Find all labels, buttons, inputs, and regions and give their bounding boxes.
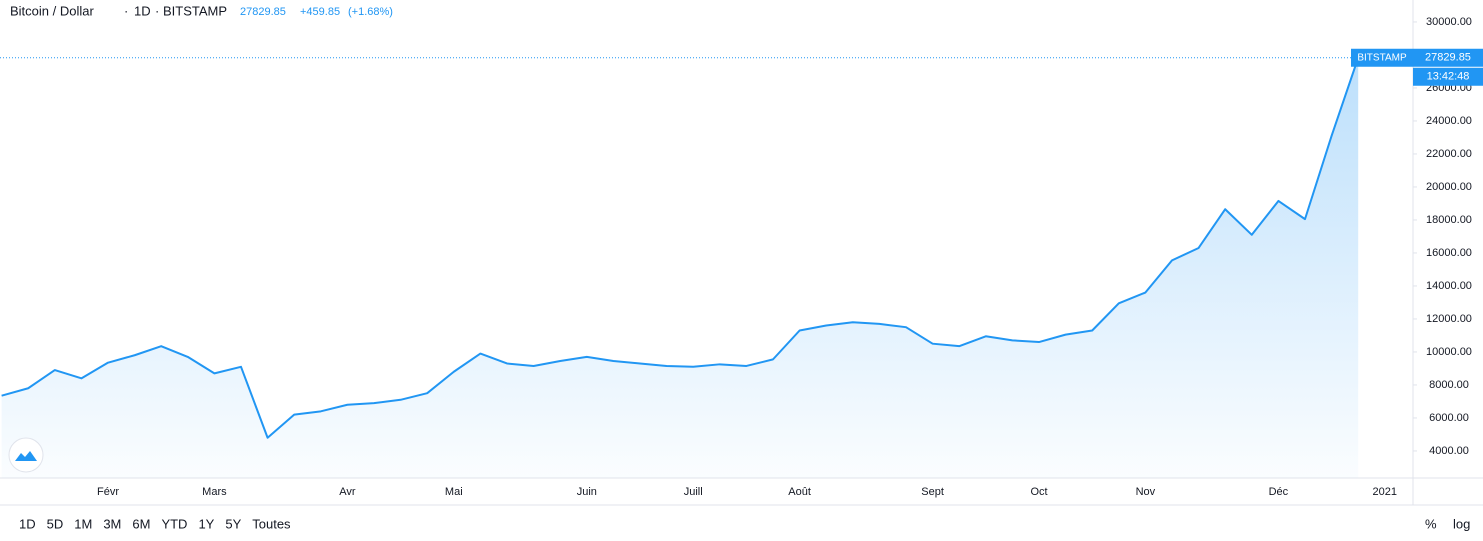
range-button[interactable]: 1Y [198, 516, 214, 531]
x-tick-label: Sept [921, 486, 944, 498]
x-tick-label: Août [788, 486, 811, 498]
x-tick-label: Mai [445, 486, 463, 498]
range-button[interactable]: 5D [47, 516, 64, 531]
range-button[interactable]: 5Y [225, 516, 241, 531]
x-tick-label: Févr [97, 486, 119, 498]
log-toggle[interactable]: log [1453, 516, 1470, 531]
price-tag-value: 27829.85 [1425, 52, 1471, 64]
y-tick-label: 10000.00 [1426, 346, 1472, 358]
plot-area [1, 57, 1360, 479]
x-tick-label: Juin [577, 486, 597, 498]
logo [8, 437, 44, 473]
last-price: 27829.85 [240, 6, 286, 18]
x-tick-label: Mars [202, 486, 227, 498]
symbol: Bitcoin / Dollar [10, 3, 94, 18]
x-tick-label: Déc [1269, 486, 1289, 498]
area [1, 57, 1359, 479]
y-tick-label: 18000.00 [1426, 214, 1472, 226]
range-button[interactable]: 1D [19, 516, 36, 531]
percent-toggle[interactable]: % [1425, 516, 1437, 531]
change: +459.85 [300, 6, 340, 18]
x-tick-label: Juill [684, 486, 703, 498]
y-tick-label: 30000.00 [1426, 16, 1472, 28]
range-button[interactable]: 3M [103, 516, 121, 531]
price-tag [1413, 48, 1483, 67]
x-tick-label: 2021 [1373, 486, 1397, 498]
y-tick-label: 4000.00 [1429, 445, 1469, 457]
price-tag [1351, 48, 1413, 67]
separator: · [155, 3, 159, 18]
x-tick-label: Oct [1030, 486, 1047, 498]
time-tag [1413, 67, 1483, 86]
toolbar: 1D 5D 1M 3M 6M YTD 1Y 5Y Toutes [19, 516, 291, 531]
range-button[interactable]: 6M [132, 516, 150, 531]
line [1, 57, 1360, 439]
range-button[interactable]: YTD [161, 516, 187, 531]
y-tick-label: 22000.00 [1426, 148, 1472, 160]
y-tick-label: 8000.00 [1429, 379, 1469, 391]
separator: · [124, 3, 128, 18]
x-tick-label: Nov [1136, 486, 1156, 498]
y-tick-label: 24000.00 [1426, 115, 1472, 127]
interval: 1D [134, 3, 151, 18]
y-tick-label: 12000.00 [1426, 313, 1472, 325]
y-tick-label: 16000.00 [1426, 247, 1472, 259]
price-tag-exchange: BITSTAMP [1357, 52, 1407, 63]
y-tick-label: 14000.00 [1426, 280, 1472, 292]
price-tag-time: 13:42:48 [1427, 71, 1470, 83]
y-tick-label: 6000.00 [1429, 412, 1469, 424]
range-button[interactable]: 1M [74, 516, 92, 531]
exchange: BITSTAMP [163, 3, 227, 18]
y-tick-label: 20000.00 [1426, 181, 1472, 193]
x-tick-label: Avr [339, 486, 356, 498]
range-button[interactable]: Toutes [252, 516, 291, 531]
change-percent: (+1.68%) [348, 6, 393, 18]
